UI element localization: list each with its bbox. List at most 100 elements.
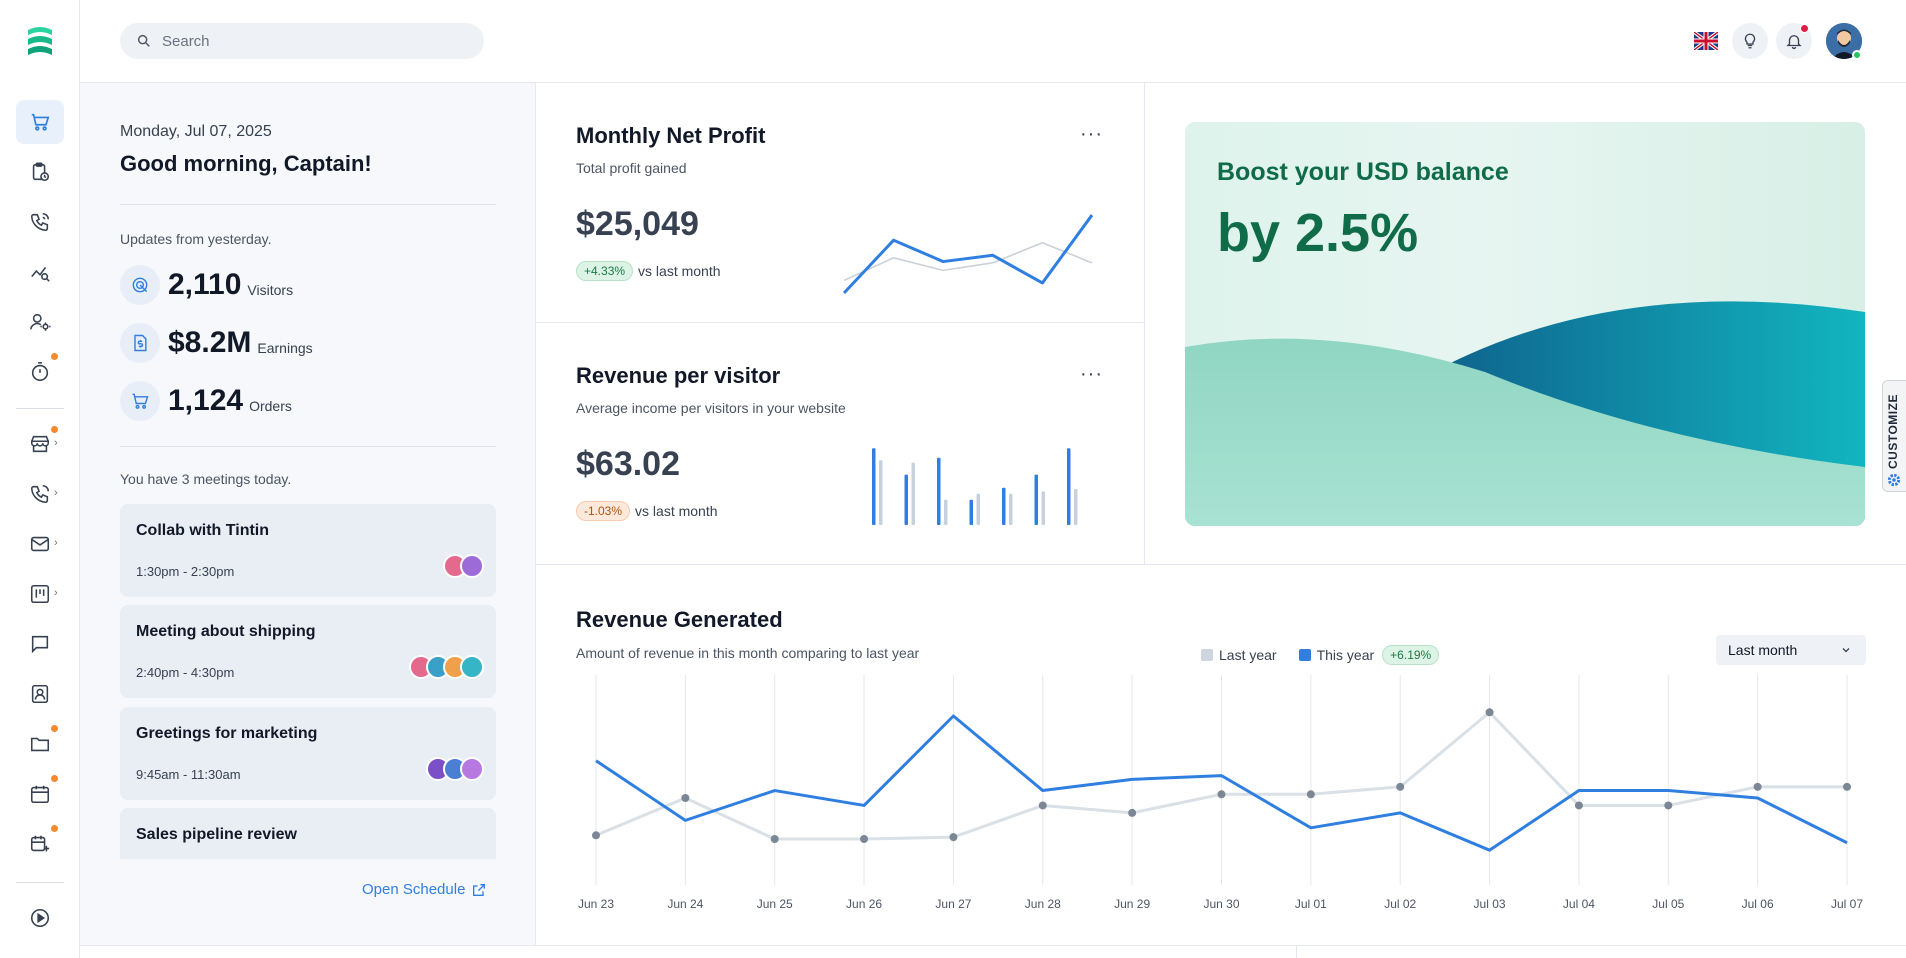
rail-analytics[interactable] [16,250,64,294]
divider [120,204,496,205]
series-line-this-year [595,714,1848,852]
stat-value: 2,110 [168,268,242,301]
meeting-card[interactable]: Sales pipeline review [120,808,496,859]
data-point-last-year[interactable] [1843,782,1851,791]
data-point-last-year[interactable] [1664,801,1673,810]
data-point-last-year[interactable] [1753,782,1762,791]
x-tick-label: Jun 30 [1203,897,1239,911]
language-button[interactable] [1688,23,1724,59]
rail-add-event[interactable] [16,822,64,866]
bell-icon [1786,35,1802,50]
stat-value: 1,124 [168,384,244,417]
open-schedule-link[interactable]: Open Schedule [362,881,487,898]
data-point-last-year[interactable] [1396,782,1405,791]
meetings-list: Collab with Tintin 1:30pm - 2:30pm Meeti… [120,504,496,859]
meetings-heading: You have 3 meetings today. [120,471,292,487]
rail-calendar[interactable] [16,772,64,816]
rail-chat[interactable] [16,622,64,666]
data-point-last-year[interactable] [860,835,869,843]
data-point-last-year[interactable] [681,794,690,802]
data-point-last-year[interactable] [1485,708,1494,717]
chevron-right-icon: › [54,487,58,499]
profit-change: +4.33% vs last month [576,261,721,281]
card-subtitle: Total profit gained [576,160,687,176]
meeting-card[interactable]: Meeting about shipping 2:40pm - 4:30pm [120,605,496,698]
app-logo[interactable] [26,24,54,60]
meeting-card[interactable]: Collab with Tintin 1:30pm - 2:30pm [120,504,496,597]
meeting-card[interactable]: Greetings for marketing 9:45am - 11:30am [120,707,496,800]
x-tick-label: Jun 25 [757,897,793,911]
data-point-last-year[interactable] [1217,790,1226,799]
rpv-change: -1.03% vs last month [576,501,718,521]
online-status-indicator [1852,50,1862,60]
stat-label: Orders [249,398,292,414]
bar-compare [944,499,948,525]
stat-label: Earnings [257,340,313,356]
more-options-button[interactable]: ··· [1080,363,1103,385]
add-event-notification-dot [51,825,58,832]
stat-earnings: $8.2M Earnings [120,323,313,363]
notifications-button[interactable] [1776,23,1812,59]
customize-label: CUSTOMIZE [1886,394,1900,469]
legend-swatch-this-year [1298,649,1311,661]
legend-label-this-year: This year [1316,647,1375,663]
rail-kanban[interactable] [16,572,64,616]
open-schedule-label: Open Schedule [362,881,466,898]
chart-search-icon [31,266,50,282]
x-tick-label: Jun 28 [1025,897,1061,911]
calendar-icon [30,785,50,804]
wave-illustration [1185,301,1865,526]
tips-button[interactable] [1732,23,1768,59]
x-tick-label: Jul 04 [1563,897,1595,911]
bar-this [1002,487,1006,525]
data-point-last-year[interactable] [770,835,779,843]
play-circle-icon [30,908,50,928]
data-point-last-year[interactable] [1574,801,1583,810]
rail-mail[interactable] [16,522,64,566]
search-box[interactable] [120,23,484,59]
chat-icon [31,635,49,654]
stat-label: Visitors [247,282,294,298]
rail-timer[interactable] [16,350,64,394]
rail-tasks[interactable] [16,150,64,194]
change-badge: -1.03% [576,501,631,521]
greeting-message: Good morning, Captain! [120,151,372,176]
daily-summary-panel: Monday, Jul 07, 2025 Good morning, Capta… [80,83,536,945]
bar-this [872,448,876,525]
customize-tab[interactable]: CUSTOMIZE [1882,380,1906,492]
store-icon [30,435,50,453]
attendee-avatar [460,554,484,578]
rail-media[interactable] [16,896,64,940]
user-gear-icon [30,313,51,331]
stat-visitors: 2,110 Visitors [120,265,293,305]
data-point-last-year[interactable] [592,831,600,840]
rail-files[interactable] [16,722,64,766]
period-select[interactable]: Last month [1716,635,1866,665]
rail-store[interactable] [16,422,64,466]
stat-orders: 1,124 Orders [120,381,292,421]
data-point-last-year[interactable] [1306,790,1315,799]
attendee-avatar [460,757,484,781]
legend-change-badge: +6.19% [1382,645,1440,665]
rail-calls[interactable] [16,200,64,244]
more-options-button[interactable]: ··· [1080,123,1103,145]
search-input[interactable] [162,32,462,50]
rail-ecommerce[interactable] [16,100,64,144]
store-notification-dot [51,426,58,433]
rail-calls-group[interactable] [16,472,64,516]
rail-user-settings[interactable] [16,300,64,344]
rail-contacts[interactable] [16,672,64,716]
rpv-value: $63.02 [576,445,680,483]
promo-highlight: by 2.5% [1217,203,1419,263]
meeting-time: 1:30pm - 2:30pm [136,564,235,579]
mail-icon [30,536,50,552]
promo-banner[interactable]: Boost your USD balance by 2.5% [1185,122,1865,526]
data-point-last-year[interactable] [1128,808,1137,817]
chart-legend: Last year This year +6.19% [1201,645,1444,665]
divider [120,446,496,447]
x-tick-label: Jun 24 [667,897,703,911]
data-point-last-year[interactable] [949,833,958,842]
data-point-last-year[interactable] [1038,801,1047,810]
search-icon [137,34,150,47]
legend-label-last-year: Last year [1219,647,1277,663]
